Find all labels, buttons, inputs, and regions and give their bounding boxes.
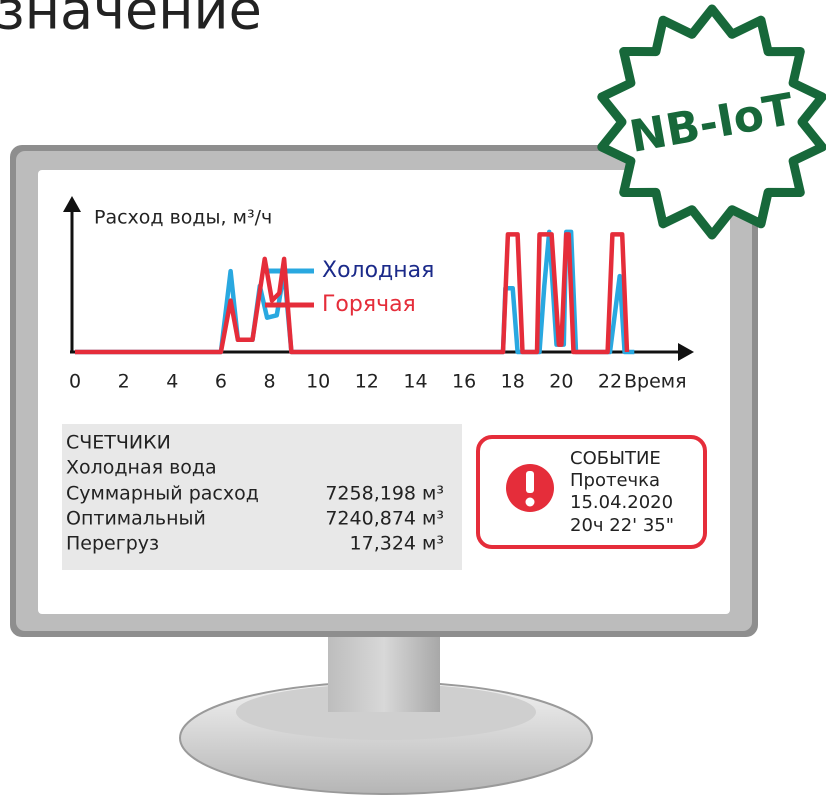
event-time: 20ч 22' 35" bbox=[570, 515, 674, 536]
x-tick-label: 4 bbox=[166, 371, 178, 393]
event-title: СОБЫТИЕ bbox=[570, 448, 661, 469]
x-tick-label: 18 bbox=[501, 371, 525, 393]
x-tick-label: 16 bbox=[452, 371, 476, 393]
alert-icon-dot bbox=[526, 498, 535, 507]
x-tick-label: 8 bbox=[263, 371, 275, 393]
x-tick-label: 6 bbox=[215, 371, 227, 393]
x-tick-label: 2 bbox=[118, 371, 130, 393]
x-tick-label: 22 bbox=[598, 371, 622, 393]
event-type: Протечка bbox=[570, 470, 660, 491]
counter-value: 17,324 м³ bbox=[350, 533, 444, 555]
illustration: значение Расход воды, м³/ч Время 0 2 4 6 8 10… bbox=[0, 0, 826, 796]
counter-label: Оптимальный bbox=[66, 508, 206, 530]
y-axis-label: Расход воды, м³/ч bbox=[94, 207, 272, 229]
alert-icon-bar bbox=[526, 471, 534, 493]
x-tick-label: 20 bbox=[549, 371, 573, 393]
counter-label: Суммарный расход bbox=[66, 483, 259, 505]
x-tick-label: 14 bbox=[403, 371, 427, 393]
header-title: значение bbox=[0, 0, 262, 42]
x-tick-label: 0 bbox=[69, 371, 81, 393]
stand-neck bbox=[328, 630, 440, 712]
legend-label: Горячая bbox=[322, 292, 416, 317]
x-axis-label: Время bbox=[624, 371, 687, 393]
x-tick-label: 12 bbox=[355, 371, 379, 393]
counter-value: 7258,198 м³ bbox=[325, 483, 444, 505]
counter-label: Перегруз bbox=[66, 533, 159, 555]
counter-value: 7240,874 м³ bbox=[325, 508, 444, 530]
counters-title: СЧЕТЧИКИ bbox=[66, 432, 171, 454]
event-date: 15.04.2020 bbox=[570, 492, 673, 513]
counters-subtitle: Холодная вода bbox=[66, 457, 217, 479]
x-tick-label: 10 bbox=[306, 371, 330, 393]
legend-label: Холодная bbox=[322, 258, 434, 283]
